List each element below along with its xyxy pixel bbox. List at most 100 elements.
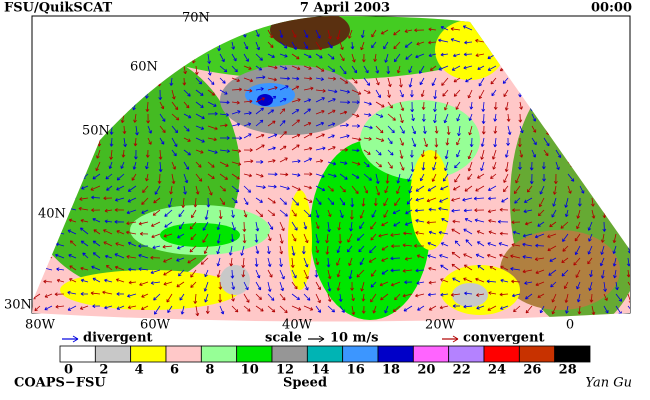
- wind-arrow: [242, 233, 247, 244]
- wind-arrow: [551, 305, 557, 315]
- wind-arrow: [600, 269, 605, 279]
- wind-arrow: [493, 113, 498, 122]
- wind-arrow: [463, 52, 473, 57]
- wind-arrow: [486, 279, 497, 284]
- wind-arrow: [439, 305, 449, 310]
- wind-arrow: [216, 269, 221, 278]
- wind-arrow: [350, 281, 354, 291]
- wind-arrow: [428, 207, 437, 212]
- wind-arrow: [565, 305, 569, 314]
- scale-arrowhead: [318, 335, 325, 343]
- wind-arrow: [518, 161, 522, 170]
- wind-arrow: [92, 240, 101, 247]
- wind-arrow: [488, 219, 497, 223]
- wind-arrow: [431, 77, 437, 86]
- wind-arrow: [555, 149, 562, 159]
- wind-arrow: [523, 209, 533, 214]
- wind-arrow: [255, 173, 264, 178]
- wind-arrow: [255, 53, 263, 61]
- wind-arrow: [327, 41, 333, 49]
- wind-arrow: [243, 209, 248, 218]
- wind-arrow: [406, 197, 413, 205]
- wind-arrow: [428, 266, 437, 271]
- wind-arrow: [522, 233, 533, 238]
- wind-arrow: [428, 53, 437, 58]
- wind-arrow: [163, 233, 173, 238]
- wind-arrow: [411, 137, 417, 148]
- wind-arrow: [375, 185, 381, 196]
- wind-arrow: [55, 253, 65, 259]
- wind-arrow: [178, 209, 185, 218]
- wind-arrow: [561, 269, 569, 277]
- wind-arrow: [467, 161, 473, 172]
- wind-arrow: [502, 77, 509, 84]
- wind-arrow: [164, 209, 173, 217]
- wind-arrow: [574, 245, 581, 256]
- wind-arrow: [549, 257, 557, 262]
- wind-arrow: [487, 196, 497, 201]
- wind-arrow: [195, 125, 205, 130]
- wind-arrow: [279, 85, 289, 91]
- wind-arrow: [183, 161, 189, 170]
- wind-arrow: [519, 149, 524, 158]
- wind-arrow: [231, 149, 242, 153]
- wind-arrow: [438, 38, 449, 43]
- wind-arrow: [404, 221, 413, 226]
- wind-arrow: [55, 304, 65, 309]
- wind-arrow: [336, 269, 341, 278]
- wind-arrow: [475, 277, 485, 283]
- wind-arrow: [359, 209, 365, 219]
- wind-arrow: [90, 291, 101, 296]
- colorbar-tick-label: 24: [488, 363, 506, 378]
- wind-arrow: [279, 108, 286, 115]
- wind-arrow: [351, 173, 360, 179]
- wind-arrow: [438, 206, 449, 211]
- wind-arrow: [138, 221, 149, 226]
- wind-arrow: [103, 241, 113, 247]
- wind-arrow: [291, 281, 298, 290]
- wind-arrow: [442, 89, 449, 97]
- wind-arrow: [68, 254, 77, 259]
- wind-arrow: [493, 137, 498, 148]
- wind-arrow: [414, 208, 425, 213]
- wind-arrow: [575, 269, 581, 278]
- wind-arrow: [303, 76, 313, 81]
- wind-arrow: [80, 292, 89, 296]
- scale-value: 10 m/s: [330, 331, 378, 346]
- colorbar-tick-label: 28: [559, 363, 577, 378]
- colorbar-tick-label: 20: [417, 363, 435, 378]
- divergent-label: divergent: [83, 331, 153, 346]
- wind-arrow: [179, 221, 185, 230]
- wind-arrow: [548, 269, 557, 276]
- wind-arrow: [243, 122, 252, 127]
- wind-arrow: [567, 185, 572, 194]
- wind-arrow: [56, 278, 65, 283]
- wind-arrow: [589, 293, 594, 303]
- wind-arrow: [303, 233, 309, 244]
- wind-arrow: [452, 219, 461, 224]
- wind-arrow: [534, 257, 545, 261]
- wind-arrow: [163, 269, 173, 276]
- wind-arrow: [171, 125, 179, 134]
- header-right: 00:00: [591, 1, 632, 16]
- wind-arrow: [147, 125, 152, 134]
- wind-arrow: [291, 269, 297, 279]
- wind-arrow: [241, 257, 246, 269]
- wind-arrow: [179, 293, 185, 301]
- wind-arrow: [327, 146, 336, 151]
- wind-arrow: [511, 293, 521, 298]
- wind-arrow: [102, 290, 113, 295]
- wind-arrow: [491, 149, 497, 160]
- wind-arrow: [255, 160, 264, 164]
- wind-arrow: [190, 281, 197, 288]
- wind-arrow: [444, 101, 449, 111]
- wind-arrow: [408, 185, 413, 194]
- wind-arrow: [451, 228, 461, 235]
- wind-arrow: [135, 125, 139, 136]
- wind-arrow: [503, 89, 509, 97]
- wind-arrow: [463, 208, 473, 213]
- wind-arrow: [267, 209, 276, 216]
- wind-arrow: [391, 244, 401, 249]
- wind-arrow: [243, 111, 252, 116]
- wind-arrow: [93, 229, 101, 235]
